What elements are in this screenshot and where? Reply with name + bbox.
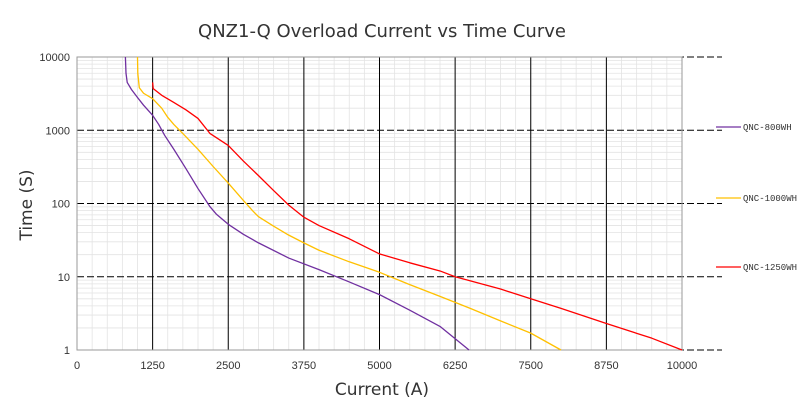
chart-grid <box>76 56 722 351</box>
plot-border <box>76 56 683 351</box>
x-tick-label: 3750 <box>292 360 316 372</box>
x-axis-title: Current (A) <box>335 380 429 400</box>
x-tick-label: 8750 <box>594 360 618 372</box>
chart-legend: QNC-800WH QNC-1000WH QNC-1250WH <box>716 123 797 273</box>
x-tick-label: 0 <box>74 360 80 372</box>
plot-frame <box>76 56 683 351</box>
x-tick-label: 2500 <box>216 360 240 372</box>
y-tick-label: 1 <box>64 345 70 357</box>
x-tick-label: 10000 <box>667 360 698 372</box>
chart-title: QNZ1-Q Overload Current vs Time Curve <box>198 21 566 42</box>
legend-label: QNC-1000WH <box>743 194 797 204</box>
y-axis-ticks: 1 10 100 1000 10000 <box>39 52 70 357</box>
legend-label: QNC-800WH <box>743 123 792 133</box>
x-tick-label: 6250 <box>443 360 467 372</box>
y-tick-label: 1000 <box>46 125 70 137</box>
y-tick-label: 10000 <box>39 52 70 64</box>
chart-series <box>124 56 683 351</box>
x-tick-label: 5000 <box>367 360 391 372</box>
x-axis-ticks: 0 1250 2500 3750 5000 6250 7500 8750 10000 <box>74 360 697 372</box>
series-line-3 <box>151 82 683 351</box>
x-tick-label: 1250 <box>140 360 164 372</box>
series-line-1 <box>124 56 470 351</box>
series-line-2 <box>136 56 562 351</box>
y-tick-label: 10 <box>58 272 70 284</box>
y-tick-label: 100 <box>52 199 70 211</box>
y-axis-title: Time (S) <box>17 169 37 241</box>
legend-label: QNC-1250WH <box>743 263 797 273</box>
x-tick-label: 7500 <box>519 360 543 372</box>
